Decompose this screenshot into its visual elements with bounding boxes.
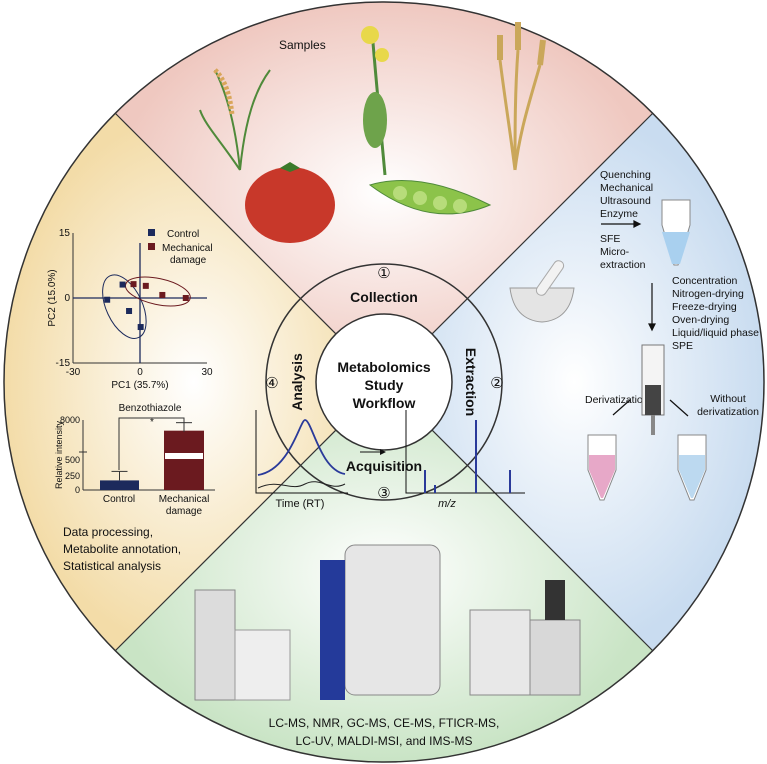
center-circle: [315, 313, 453, 451]
pca-point-control: [137, 324, 144, 331]
step-number-2: ②: [490, 375, 503, 392]
analysis-step-1: Data processing,: [63, 525, 153, 539]
instruments-line-1: LC-MS, NMR, GC-MS, CE-MS, FTICR-MS,: [269, 716, 500, 730]
step-number-1: ①: [377, 265, 390, 282]
instruments-line-2: LC-UV, MALDI-MSI, and IMS-MS: [296, 734, 473, 748]
rapeseed-plant-icon: [361, 26, 389, 176]
y-axis-label: PC2 (15.0%): [47, 269, 58, 326]
blue-tube-icon: [677, 434, 707, 501]
lc-ms-instrument-icon: [194, 589, 291, 701]
center-title-line-3: Workflow: [353, 395, 416, 411]
extraction-method-enzyme: Enzyme: [600, 208, 638, 220]
spe-cartridge-icon: [641, 344, 665, 435]
extraction-method-ultrasound: Ultrasound: [600, 195, 651, 207]
legend-label-mechanical: Mechanical: [162, 243, 213, 254]
significance-marker: *: [150, 417, 154, 428]
pca-plot: -30 0 30 15 0 -15 PC1 (35.7%) PC2 (15.0%) Contro…: [47, 228, 213, 391]
x-tick-label: -30: [66, 367, 81, 378]
time-rt-label: Time (RT): [276, 498, 325, 510]
control-ellipse: [102, 274, 147, 339]
bar-0: [100, 480, 139, 490]
extraction-method-mechanical: Mechanical: [600, 182, 653, 194]
mechanical-ellipse: [124, 276, 191, 307]
collection-label: Collection: [350, 289, 418, 305]
pea-pod-icon: [368, 180, 492, 215]
y-axis-label: Relative intensity: [54, 420, 64, 489]
arrow-icon: [360, 449, 386, 455]
extraction-method-sfe: SFE: [600, 233, 620, 245]
center-title-line-2: Study: [365, 377, 404, 393]
analysis-step-2: Metabolite annotation,: [63, 542, 181, 556]
nmr-instrument-icon: [320, 544, 441, 700]
y-tick-label: 0: [75, 485, 80, 495]
samples-label: Samples: [279, 38, 326, 52]
tube-icon: [661, 199, 691, 266]
extraction-method-quenching: Quenching: [600, 169, 651, 181]
extraction-method-micro: Micro-: [600, 246, 630, 258]
chromatogram: [255, 410, 348, 494]
pink-tube-icon: [587, 434, 617, 501]
rice-plant-icon: [199, 68, 271, 171]
x-axis-label: PC1 (35.7%): [111, 380, 168, 391]
pca-point-control: [104, 296, 111, 303]
y-tick-label: -15: [56, 358, 71, 369]
pca-point-control: [126, 308, 133, 314]
gc-ms-instrument-icon: [469, 580, 581, 696]
pca-point-mechanical: [130, 281, 137, 288]
legend-label-damage: damage: [170, 255, 207, 266]
step-number-4: ④: [265, 375, 278, 392]
y-tick-label: 250: [65, 471, 80, 481]
legend-swatch: [148, 243, 155, 250]
extraction-method-extraction: extraction: [600, 259, 646, 271]
x-tick-label: 0: [137, 367, 143, 378]
pca-point-mechanical: [159, 291, 166, 298]
mortar-pestle-icon: [509, 260, 575, 323]
processing-nitrogen-drying: Nitrogen-drying: [672, 288, 744, 300]
category-label-mechanical: Mechanical: [159, 494, 210, 505]
bar-chart-title: Benzothiazole: [119, 403, 182, 414]
derivatization-label: Derivatization: [585, 394, 649, 406]
mass-spectrum: [405, 410, 525, 494]
pca-point-mechanical: [182, 295, 189, 301]
extraction-label: Extraction: [463, 348, 479, 416]
bar-axis-break: [165, 453, 203, 459]
processing-concentration: Concentration: [672, 275, 738, 287]
legend-swatch: [148, 229, 155, 236]
center-title-line-1: Metabolomics: [337, 359, 431, 375]
bar-chart: 8000 500 250 0 Relative intensity * Benzothiaz…: [54, 403, 215, 517]
without-derivatization-line-1: Without: [710, 393, 746, 405]
analysis-label: Analysis: [289, 353, 305, 411]
processing-freeze-drying: Freeze-drying: [672, 301, 737, 313]
category-label-control: Control: [103, 494, 135, 505]
step-number-3: ③: [377, 485, 390, 502]
y-tick-label: 15: [59, 228, 71, 239]
category-label-damage: damage: [166, 506, 203, 517]
y-tick-label: 0: [64, 293, 70, 304]
bar-1: [164, 430, 204, 490]
analysis-step-3: Statistical analysis: [63, 559, 161, 573]
arrow-icon: [601, 220, 689, 417]
sector-analysis: [3, 113, 385, 651]
without-derivatization-line-2: derivatization: [697, 406, 759, 418]
wheat-plant-icon: [497, 22, 546, 171]
significance-bracket: [118, 417, 185, 470]
pca-point-control: [119, 281, 126, 288]
legend-label-control: Control: [167, 229, 199, 240]
acquisition-label: Acquisition: [346, 458, 422, 474]
processing-spe: SPE: [672, 340, 693, 352]
processing-oven-drying: Oven-drying: [672, 314, 729, 326]
processing-liquid-liquid: Liquid/liquid phase: [672, 327, 759, 339]
pca-point-mechanical: [142, 282, 149, 289]
inner-ring: [265, 263, 503, 501]
x-tick-label: 30: [201, 367, 213, 378]
tomato-icon: [245, 162, 335, 243]
mz-label: m/z: [438, 498, 456, 510]
y-tick-label: 500: [65, 455, 80, 465]
y-tick-label: 8000: [60, 415, 80, 425]
